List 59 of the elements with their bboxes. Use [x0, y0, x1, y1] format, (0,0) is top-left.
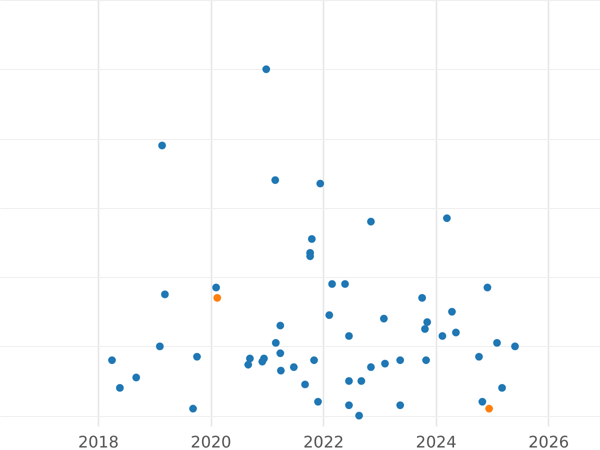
point — [485, 404, 493, 413]
point — [272, 339, 280, 347]
point — [246, 354, 254, 362]
point — [301, 380, 309, 388]
point — [423, 318, 432, 326]
x-tick-label: 2024 — [416, 432, 457, 450]
point — [258, 358, 266, 366]
point — [132, 374, 140, 382]
point — [290, 363, 298, 371]
point — [276, 322, 284, 330]
x-tick-label: 2022 — [303, 432, 344, 450]
point — [328, 280, 336, 288]
point — [189, 404, 197, 413]
point — [276, 349, 284, 358]
point — [380, 314, 388, 322]
point — [276, 366, 285, 374]
point — [367, 218, 375, 226]
point — [193, 352, 201, 361]
point — [116, 384, 124, 392]
point — [396, 356, 404, 364]
point — [448, 308, 456, 316]
point — [262, 65, 270, 74]
point — [341, 280, 349, 288]
point — [355, 412, 363, 420]
point — [161, 290, 169, 298]
point — [310, 356, 318, 364]
point — [478, 398, 486, 406]
point — [316, 180, 324, 188]
x-tick-label: 2026 — [528, 432, 570, 450]
point — [422, 356, 430, 364]
x-tick-label: 2020 — [190, 432, 232, 450]
point — [345, 377, 353, 385]
point — [213, 294, 222, 302]
point — [108, 356, 116, 364]
point — [438, 332, 446, 340]
point — [498, 384, 506, 392]
point — [452, 328, 460, 336]
point — [396, 401, 404, 410]
point — [443, 214, 451, 222]
point — [325, 311, 334, 320]
point — [345, 332, 353, 340]
point — [271, 176, 280, 184]
point — [475, 352, 483, 361]
point — [244, 360, 252, 369]
point — [314, 398, 322, 406]
point — [156, 342, 164, 350]
point — [308, 235, 316, 243]
point — [418, 294, 426, 302]
point — [493, 339, 501, 347]
point — [212, 284, 220, 292]
point — [511, 342, 519, 350]
point — [158, 142, 166, 150]
point — [367, 363, 375, 371]
x-tick-label: 2018 — [78, 432, 119, 450]
point — [357, 377, 366, 385]
point — [381, 360, 389, 368]
point — [345, 401, 353, 410]
point — [421, 325, 429, 333]
point — [484, 284, 492, 292]
